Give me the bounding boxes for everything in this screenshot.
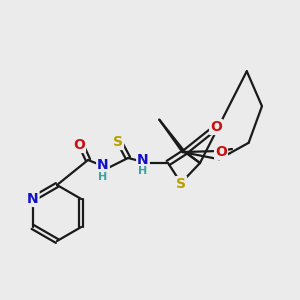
Text: O: O	[210, 120, 222, 134]
Text: O: O	[215, 145, 227, 159]
Text: O: O	[73, 138, 85, 152]
Text: N: N	[27, 192, 39, 206]
Text: H: H	[98, 172, 108, 182]
Text: N: N	[97, 158, 109, 172]
Text: H: H	[138, 166, 148, 176]
Text: S: S	[113, 135, 123, 149]
Text: S: S	[176, 177, 186, 191]
Text: N: N	[137, 153, 149, 167]
